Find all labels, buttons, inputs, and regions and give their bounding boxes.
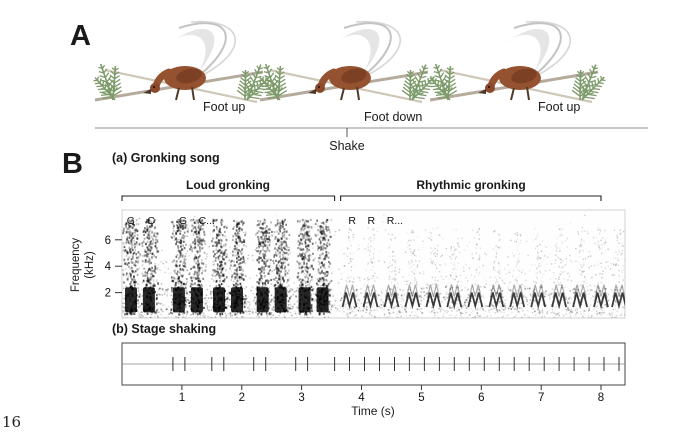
frequency-axis-label-line2: (kHz) bbox=[83, 251, 96, 279]
gronking-song-title: (a) Gronking song bbox=[112, 151, 220, 165]
fern-right bbox=[571, 64, 606, 101]
pose-caption-foot-up-1: Foot up bbox=[203, 100, 246, 114]
syllable-label: G bbox=[179, 215, 187, 227]
pose-caption-foot-down: Foot down bbox=[364, 110, 423, 124]
panel-b-label: B bbox=[62, 148, 83, 180]
fern-left bbox=[258, 63, 288, 101]
stage-shaking-title: (b) Stage shaking bbox=[112, 322, 217, 336]
syllable-label: R bbox=[348, 215, 356, 227]
frequency-axis-label: Frequency (kHz) bbox=[70, 205, 102, 325]
stage-shaking-panel bbox=[121, 342, 626, 386]
frequency-axis-ticks: 642 bbox=[105, 235, 122, 300]
fern-left bbox=[93, 63, 123, 101]
fern-right bbox=[401, 64, 436, 101]
frequency-axis-label-line1: Frequency bbox=[70, 237, 82, 293]
section-bracket bbox=[121, 195, 336, 201]
panel-a-art bbox=[93, 20, 648, 137]
pose-caption-foot-up-2: Foot up bbox=[538, 100, 581, 114]
spectrogram bbox=[121, 209, 626, 319]
syllable-label: C bbox=[147, 215, 155, 227]
syllable-annotations: G C G C... R R R... bbox=[127, 215, 403, 227]
syllable-label: R... bbox=[387, 215, 403, 227]
loud-gronking-label: Loud gronking bbox=[186, 178, 270, 192]
section-bracket bbox=[340, 195, 602, 201]
time-axis-label: Time (s) bbox=[351, 404, 395, 418]
syllable-label: R bbox=[368, 215, 376, 227]
bird-illustration bbox=[428, 20, 606, 104]
bird-illustration bbox=[93, 20, 271, 104]
rhythmic-gronking-label: Rhythmic gronking bbox=[416, 178, 526, 192]
bird-illustration bbox=[258, 20, 436, 104]
panel-a-label: A bbox=[70, 20, 91, 52]
syllable-label: C... bbox=[199, 215, 215, 227]
page-number: 16 bbox=[2, 413, 22, 431]
section-brackets bbox=[121, 195, 602, 201]
fern-left bbox=[428, 63, 458, 101]
shake-caption: Shake bbox=[329, 139, 365, 153]
syllable-label: G bbox=[127, 215, 135, 227]
